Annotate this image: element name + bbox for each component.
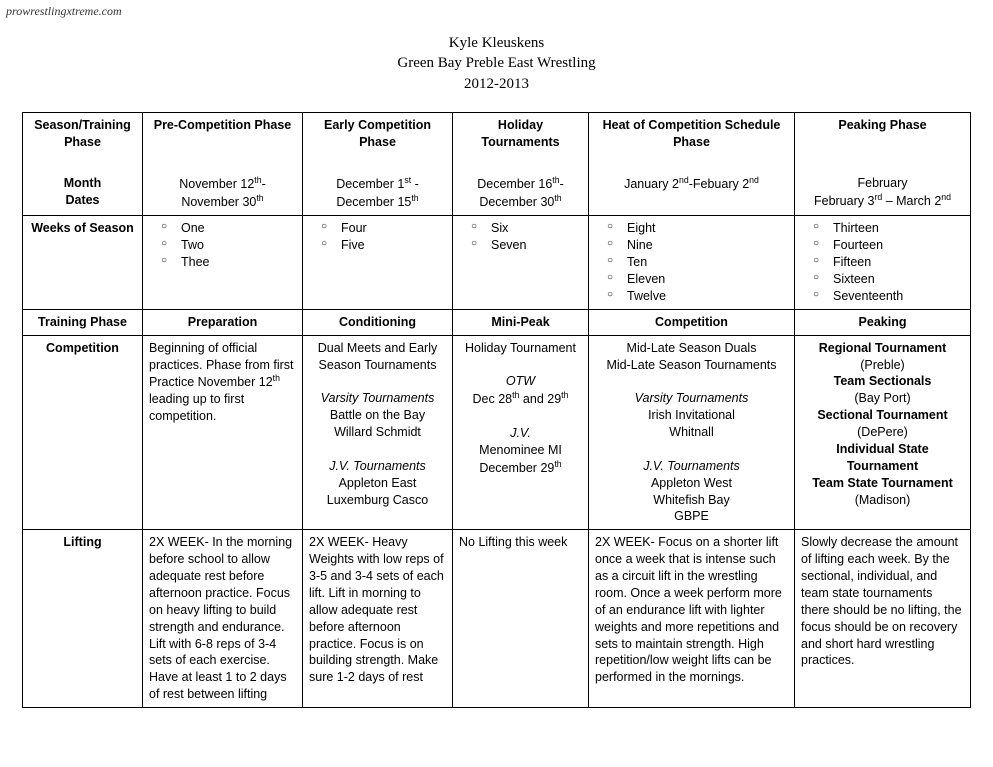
phase-title-1: Early Competition Phase — [303, 112, 453, 154]
weeks-cell-2: SixSeven — [453, 216, 589, 309]
weeks-cell-1: FourFive — [303, 216, 453, 309]
phase-title-4: Peaking Phase — [795, 112, 971, 154]
lifting-cell-1: 2X WEEK- Heavy Weights with low reps of … — [303, 530, 453, 708]
phase-dates-4: FebruaryFebruary 3rd – March 2nd — [795, 155, 971, 216]
lifting-cell-0: 2X WEEK- In the morning before school to… — [143, 530, 303, 708]
phase-title-3: Heat of Competition Schedule Phase — [589, 112, 795, 154]
weeks-cell-3: EightNineTenElevenTwelve — [589, 216, 795, 309]
phase-dates-2: December 16th-December 30th — [453, 155, 589, 216]
train-label-4: Peaking — [795, 309, 971, 335]
weeks-cell-0: OneTwoThee — [143, 216, 303, 309]
phase-dates-1: December 1st -December 15th — [303, 155, 453, 216]
phase-title-2: Holiday Tournaments — [453, 112, 589, 154]
document-header: Kyle Kleuskens Green Bay Preble East Wre… — [0, 33, 993, 94]
train-label-1: Conditioning — [303, 309, 453, 335]
header-line-1: Kyle Kleuskens — [0, 33, 993, 53]
phase-title-0: Pre-Competition Phase — [143, 112, 303, 154]
lifting-cell-4: Slowly decrease the amount of lifting ea… — [795, 530, 971, 708]
row-label-dates: MonthDates — [23, 155, 143, 216]
train-label-0: Preparation — [143, 309, 303, 335]
competition-cell-1: Dual Meets and Early Season TournamentsV… — [303, 335, 453, 530]
weeks-cell-4: ThirteenFourteenFifteenSixteenSeventeent… — [795, 216, 971, 309]
competition-cell-4: Regional Tournament(Preble)Team Sectiona… — [795, 335, 971, 530]
phase-dates-3: January 2nd-Febuary 2nd — [589, 155, 795, 216]
header-line-3: 2012-2013 — [0, 74, 993, 94]
header-line-2: Green Bay Preble East Wrestling — [0, 53, 993, 73]
competition-cell-2: Holiday TournamentOTWDec 28th and 29thJ.… — [453, 335, 589, 530]
row-label-training: Training Phase — [23, 309, 143, 335]
train-label-3: Competition — [589, 309, 795, 335]
lifting-cell-3: 2X WEEK- Focus on a shorter lift once a … — [589, 530, 795, 708]
phase-dates-0: November 12th-November 30th — [143, 155, 303, 216]
train-label-2: Mini-Peak — [453, 309, 589, 335]
competition-cell-3: Mid-Late Season DualsMid-Late Season Tou… — [589, 335, 795, 530]
watermark: prowrestlingxtreme.com — [0, 0, 993, 23]
row-label-season: Season/Training Phase — [23, 112, 143, 154]
competition-cell-0: Beginning of official practices. Phase f… — [143, 335, 303, 530]
row-label-weeks: Weeks of Season — [23, 216, 143, 309]
lifting-cell-2: No Lifting this week — [453, 530, 589, 708]
row-label-competition: Competition — [23, 335, 143, 530]
row-label-lifting: Lifting — [23, 530, 143, 708]
training-plan-table: Season/Training PhasePre-Competition Pha… — [22, 112, 971, 708]
